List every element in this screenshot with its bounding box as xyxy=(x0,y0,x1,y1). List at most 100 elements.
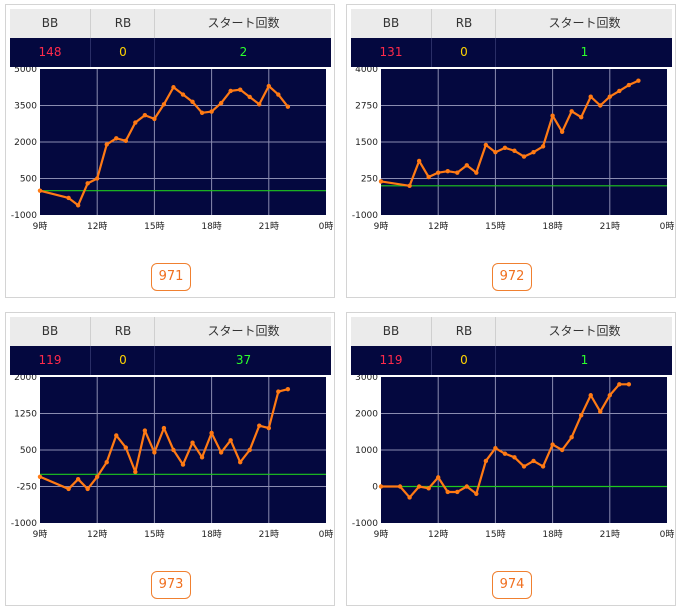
data-point xyxy=(416,484,422,489)
rb-header: RB xyxy=(90,317,155,346)
chart-svg: 9時 12時 15時 18時 21時 0時 5000 3500 2000 500 -1000 xyxy=(11,67,334,232)
start-count-value: 37 xyxy=(154,346,332,375)
data-point xyxy=(114,433,119,438)
data-point xyxy=(588,94,593,99)
x-tick-label: 18時 xyxy=(542,221,562,232)
x-tick-label: 21時 xyxy=(259,221,279,232)
data-point xyxy=(85,486,90,492)
payout-chart: 9時 12時 15時 18時 21時 0時 2000 1250 500 -250 -1000 xyxy=(6,375,336,555)
data-point xyxy=(238,87,243,92)
machine-number-button[interactable]: 972 xyxy=(492,263,532,291)
data-point xyxy=(598,103,603,108)
x-tick-label: 0時 xyxy=(319,529,334,540)
data-point xyxy=(378,179,384,184)
rb-value: 0 xyxy=(90,38,155,67)
bb-header: BB xyxy=(41,16,59,30)
data-point xyxy=(133,120,138,125)
y-tick-label: 5000 xyxy=(14,67,37,75)
data-point xyxy=(636,78,641,83)
data-point xyxy=(95,474,100,479)
data-point xyxy=(238,459,243,465)
data-point xyxy=(521,154,527,159)
data-point xyxy=(152,450,157,455)
data-point xyxy=(285,104,291,109)
data-point xyxy=(436,475,441,480)
data-point xyxy=(550,113,555,118)
y-tick-label: 1250 xyxy=(14,410,37,420)
x-tick-label: 12時 xyxy=(428,529,448,540)
data-point xyxy=(397,484,403,489)
data-point xyxy=(123,445,128,450)
data-point xyxy=(218,100,224,106)
x-tick-label: 0時 xyxy=(319,221,334,232)
data-point xyxy=(407,183,412,188)
x-tick-label: 18時 xyxy=(542,529,562,540)
chart-svg: 9時 12時 15時 18時 21時 0時 4000 2750 1500 250 -1000 xyxy=(352,67,675,232)
data-point xyxy=(171,447,176,453)
stats-header-row: BB RB スタート回数 xyxy=(10,9,331,38)
data-point xyxy=(512,148,517,153)
stats-table: BB RB スタート回数 119 0 37 xyxy=(10,317,331,375)
data-point xyxy=(607,94,612,99)
data-point xyxy=(416,158,422,164)
y-tick-label: -1000 xyxy=(11,211,37,221)
data-point xyxy=(559,447,565,453)
y-tick-label: 500 xyxy=(20,446,37,456)
x-tick-label: 12時 xyxy=(87,529,107,540)
y-tick-label: 500 xyxy=(20,175,37,185)
machine-number-button[interactable]: 971 xyxy=(151,263,191,291)
start-count-value: 1 xyxy=(495,346,673,375)
data-point xyxy=(588,393,593,398)
y-tick-label: 4000 xyxy=(355,67,378,75)
data-point xyxy=(493,445,498,451)
machine-number-button[interactable]: 973 xyxy=(151,571,191,599)
bb-value: 131 xyxy=(379,45,403,59)
data-point xyxy=(171,85,176,90)
stats-value-row: 131 0 1 xyxy=(351,38,672,67)
data-point xyxy=(190,440,195,445)
y-tick-label: 2000 xyxy=(14,375,37,383)
x-tick-label: 21時 xyxy=(600,221,620,232)
y-tick-label: 2000 xyxy=(14,138,37,148)
data-point xyxy=(114,136,119,141)
chart-svg: 9時 12時 15時 18時 21時 0時 3000 2000 1000 0 -1000 xyxy=(352,375,675,540)
machine-number-button[interactable]: 974 xyxy=(492,571,532,599)
data-point xyxy=(474,491,479,496)
data-point xyxy=(228,88,233,94)
y-tick-label: -1000 xyxy=(352,211,378,221)
rb-header: RB xyxy=(90,9,155,38)
data-point xyxy=(228,438,233,443)
data-point xyxy=(209,430,214,436)
data-point xyxy=(276,389,281,394)
x-tick-label: 12時 xyxy=(87,221,107,232)
bb-value: 148 xyxy=(38,45,62,59)
data-point xyxy=(199,455,205,460)
data-point xyxy=(75,203,81,208)
data-point xyxy=(75,477,81,482)
start-count-header: スタート回数 xyxy=(154,317,332,346)
payout-chart: 9時 12時 15時 18時 21時 0時 5000 3500 2000 500 -1000 xyxy=(6,67,336,247)
y-tick-label: 250 xyxy=(361,175,378,185)
data-point xyxy=(276,92,281,97)
payout-chart: 9時 12時 15時 18時 21時 0時 3000 2000 1000 0 -1000 xyxy=(347,375,677,555)
data-point xyxy=(257,102,262,107)
x-tick-label: 15時 xyxy=(144,529,164,540)
x-tick-label: 21時 xyxy=(259,529,279,540)
data-point xyxy=(626,382,632,387)
data-point xyxy=(464,163,469,168)
x-tick-label: 9時 xyxy=(374,529,389,540)
data-point xyxy=(579,114,584,120)
payout-series-line xyxy=(381,383,629,499)
machine-panel: BB RB スタート回数 148 0 2 9時 12時 15時 18時 21時 0時 500… xyxy=(5,4,335,298)
bb-header: BB xyxy=(382,16,400,30)
bb-header: BB xyxy=(382,324,400,338)
x-tick-label: 15時 xyxy=(485,529,505,540)
data-point xyxy=(247,94,252,100)
data-point xyxy=(266,83,271,89)
data-point xyxy=(483,142,489,148)
stats-value-row: 148 0 2 xyxy=(10,38,331,67)
rb-value: 0 xyxy=(90,346,155,375)
machine-panel: BB RB スタート回数 119 0 37 9時 12時 15時 18時 21時 0時 20… xyxy=(5,312,335,606)
bb-value: 119 xyxy=(379,353,403,367)
stats-value-row: 119 0 1 xyxy=(351,346,672,375)
